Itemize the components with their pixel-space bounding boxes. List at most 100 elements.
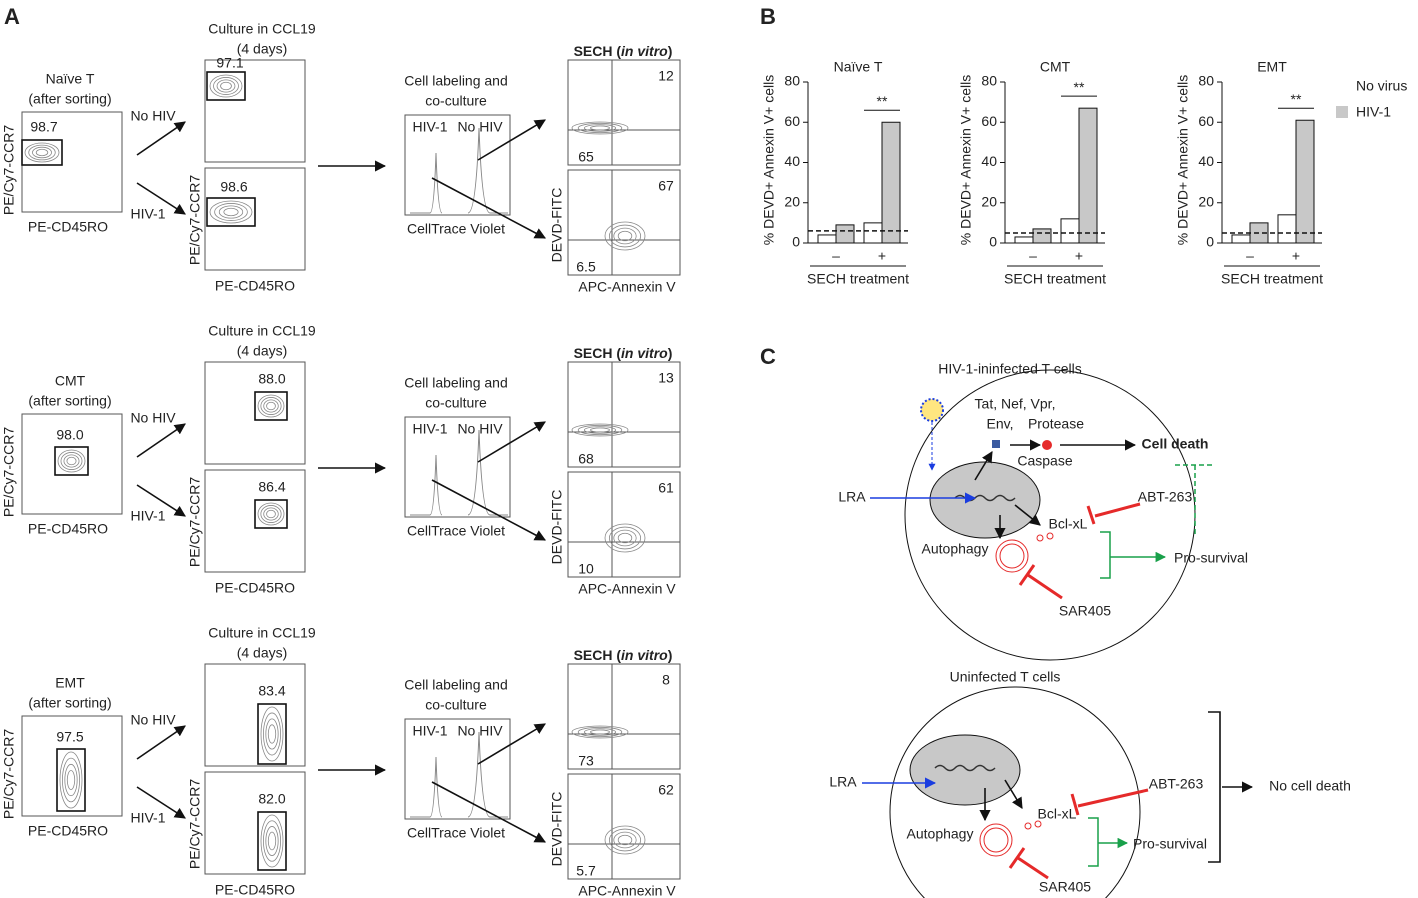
label: Culture in CCL19: [208, 625, 316, 641]
gate: [254, 499, 288, 529]
label: SAR405: [1039, 879, 1091, 895]
label: Cell labeling and: [404, 677, 508, 693]
label: No HIV: [457, 119, 503, 135]
legend-entry: HIV-1: [1356, 104, 1391, 120]
histogram-peak: [467, 731, 508, 818]
y-tick-label: 40: [981, 153, 997, 169]
quadrant-value: 73: [578, 753, 594, 769]
label: Autophagy: [922, 541, 989, 557]
label: Culture in CCL19: [208, 323, 316, 339]
title-part: in vitro: [621, 43, 668, 59]
contour: [260, 505, 282, 523]
label: Bcl-xL: [1038, 806, 1077, 822]
contour: [590, 729, 610, 735]
quadrant-value: 13: [658, 370, 674, 386]
histogram-plot: [404, 718, 511, 820]
significance: **: [877, 93, 888, 109]
contour: [577, 726, 623, 738]
contour: [267, 831, 277, 851]
x-axis-label: CellTrace Violet: [407, 221, 505, 237]
contour: [66, 770, 76, 790]
arrow: [136, 725, 186, 760]
panel-label: A: [4, 4, 20, 29]
cell: [889, 686, 1141, 898]
panel-label: B: [760, 4, 776, 29]
label: co-culture: [425, 395, 487, 411]
y-tick-label: 40: [784, 153, 800, 169]
label: No HIV: [457, 421, 503, 437]
label: Naïve T: [46, 71, 95, 87]
arrow: [136, 786, 186, 819]
contour: [609, 224, 642, 248]
arrow: [1004, 779, 1023, 809]
x-axis-label: SECH treatment: [807, 271, 909, 287]
nucleus: [909, 734, 1021, 806]
contour: [613, 529, 637, 547]
quadrant-value: 8: [662, 672, 670, 688]
legend-swatch: [1336, 106, 1348, 118]
bar: [1060, 218, 1080, 244]
flow-plot: [567, 59, 681, 166]
bcl-icon: [1034, 820, 1042, 828]
flow-plot: [204, 663, 306, 767]
quadrant-value: 67: [658, 178, 674, 194]
y-axis-label: PE/Cy7-CCR7: [187, 477, 203, 567]
contour: [257, 502, 285, 526]
significance: **: [1074, 79, 1085, 95]
contour: [59, 751, 83, 809]
label: (4 days): [237, 41, 288, 57]
arrow: [431, 177, 546, 239]
y-axis-label: PE/Cy7-CCR7: [1, 729, 17, 819]
flow-plot: [204, 361, 306, 465]
gate-value: 98.0: [56, 427, 83, 443]
label: Autophagy: [907, 826, 974, 842]
y-tick-label: 20: [981, 193, 997, 209]
virus: [920, 398, 944, 422]
flow-plot: [204, 771, 306, 875]
bar: [1014, 236, 1034, 244]
quadrant-value: 61: [658, 480, 674, 496]
contour: [66, 456, 77, 466]
histogram-peak: [467, 127, 508, 214]
bar: [817, 234, 837, 244]
label: Cell labeling and: [404, 375, 508, 391]
y-tick-label: 0: [989, 234, 997, 250]
y-axis-label: % DEVD+ Annexin V+ cells: [958, 75, 974, 245]
gate-value: 98.6: [220, 179, 247, 195]
bracket: [1088, 817, 1099, 867]
contour: [266, 401, 276, 411]
dna: [934, 764, 996, 772]
bcl-icon: [1024, 822, 1032, 830]
quadrant-value: 10: [578, 561, 594, 577]
histogram-peak: [410, 152, 443, 214]
gate: [254, 391, 288, 421]
contour: [257, 394, 285, 418]
x-axis-label: CellTrace Violet: [407, 523, 505, 539]
contour: [263, 507, 279, 521]
histogram-plot: [404, 416, 511, 518]
flow-plot: [21, 413, 123, 515]
x-tick-label: –: [832, 248, 840, 264]
gate: [257, 811, 287, 871]
label: Uninfected T cells: [950, 669, 1061, 685]
contour: [617, 532, 633, 544]
bracket: [1100, 531, 1111, 579]
label: Pro-survival: [1174, 550, 1248, 566]
plot-title: SECH (in vitro): [574, 345, 673, 361]
autophagosome: [979, 823, 1013, 857]
contour: [209, 74, 243, 98]
flow-plot: [567, 471, 681, 578]
gate: [21, 139, 63, 166]
y-tick-label: 80: [981, 73, 997, 89]
contour: [263, 399, 279, 413]
label: HIV-1: [130, 206, 165, 222]
bar: [835, 224, 855, 244]
arrow: [1014, 504, 1041, 526]
label: ABT-263: [1138, 489, 1193, 505]
title-part: in vitro: [621, 647, 668, 663]
contour: [609, 828, 642, 852]
arrow: [136, 182, 186, 215]
contour: [260, 706, 284, 762]
legend-entry: No virus: [1356, 78, 1407, 94]
